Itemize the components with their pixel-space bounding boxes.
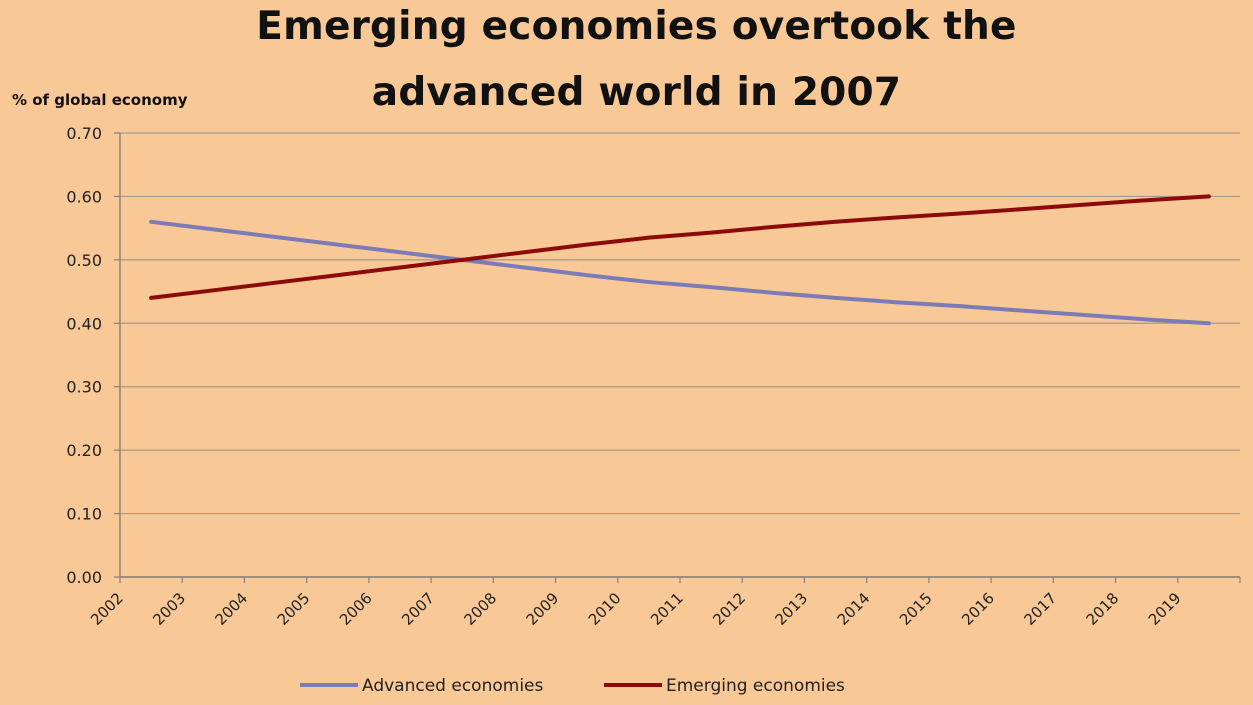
series-line-emerging xyxy=(149,194,1211,300)
y-tick-label: 0.00 xyxy=(66,568,102,587)
y-tick-label: 0.60 xyxy=(66,187,102,206)
x-tick-label: 2019 xyxy=(1145,589,1185,629)
x-tick-label: 2014 xyxy=(834,589,874,629)
x-tick-label: 2012 xyxy=(709,589,749,629)
y-tick-label: 0.50 xyxy=(66,251,102,270)
legend-label: Advanced economies xyxy=(362,676,543,696)
x-tick-label: 2003 xyxy=(149,589,189,629)
y-tick-label: 0.10 xyxy=(66,505,102,524)
series-line-advanced xyxy=(149,219,1211,326)
x-tick-label: 2005 xyxy=(274,589,314,629)
x-tick-label: 2010 xyxy=(585,589,625,629)
x-tick-label: 2017 xyxy=(1020,589,1060,629)
x-tick-label: 2018 xyxy=(1083,589,1123,629)
x-tick-label: 2011 xyxy=(647,589,687,629)
y-tick-label: 0.70 xyxy=(66,124,102,143)
y-tick-label: 0.20 xyxy=(66,441,102,460)
x-tick-label: 2013 xyxy=(772,589,812,629)
x-tick-label: 2009 xyxy=(523,589,563,629)
x-tick-label: 2016 xyxy=(958,589,998,629)
y-tick-label: 0.40 xyxy=(66,314,102,333)
chart-title-line-2: advanced world in 2007 xyxy=(371,70,902,115)
x-tick-label: 2006 xyxy=(336,589,376,629)
y-tick-label: 0.30 xyxy=(66,378,102,397)
x-tick-label: 2008 xyxy=(460,589,500,629)
x-tick-label: 2007 xyxy=(398,589,438,629)
x-tick-label: 2004 xyxy=(212,589,252,629)
legend-label: Emerging economies xyxy=(666,676,845,696)
chart-title-line-1: Emerging economies overtook the xyxy=(256,4,1017,49)
x-tick-label: 2015 xyxy=(896,589,936,629)
y-axis-label: % of global economy xyxy=(12,91,188,109)
x-tick-label: 2002 xyxy=(87,589,127,629)
